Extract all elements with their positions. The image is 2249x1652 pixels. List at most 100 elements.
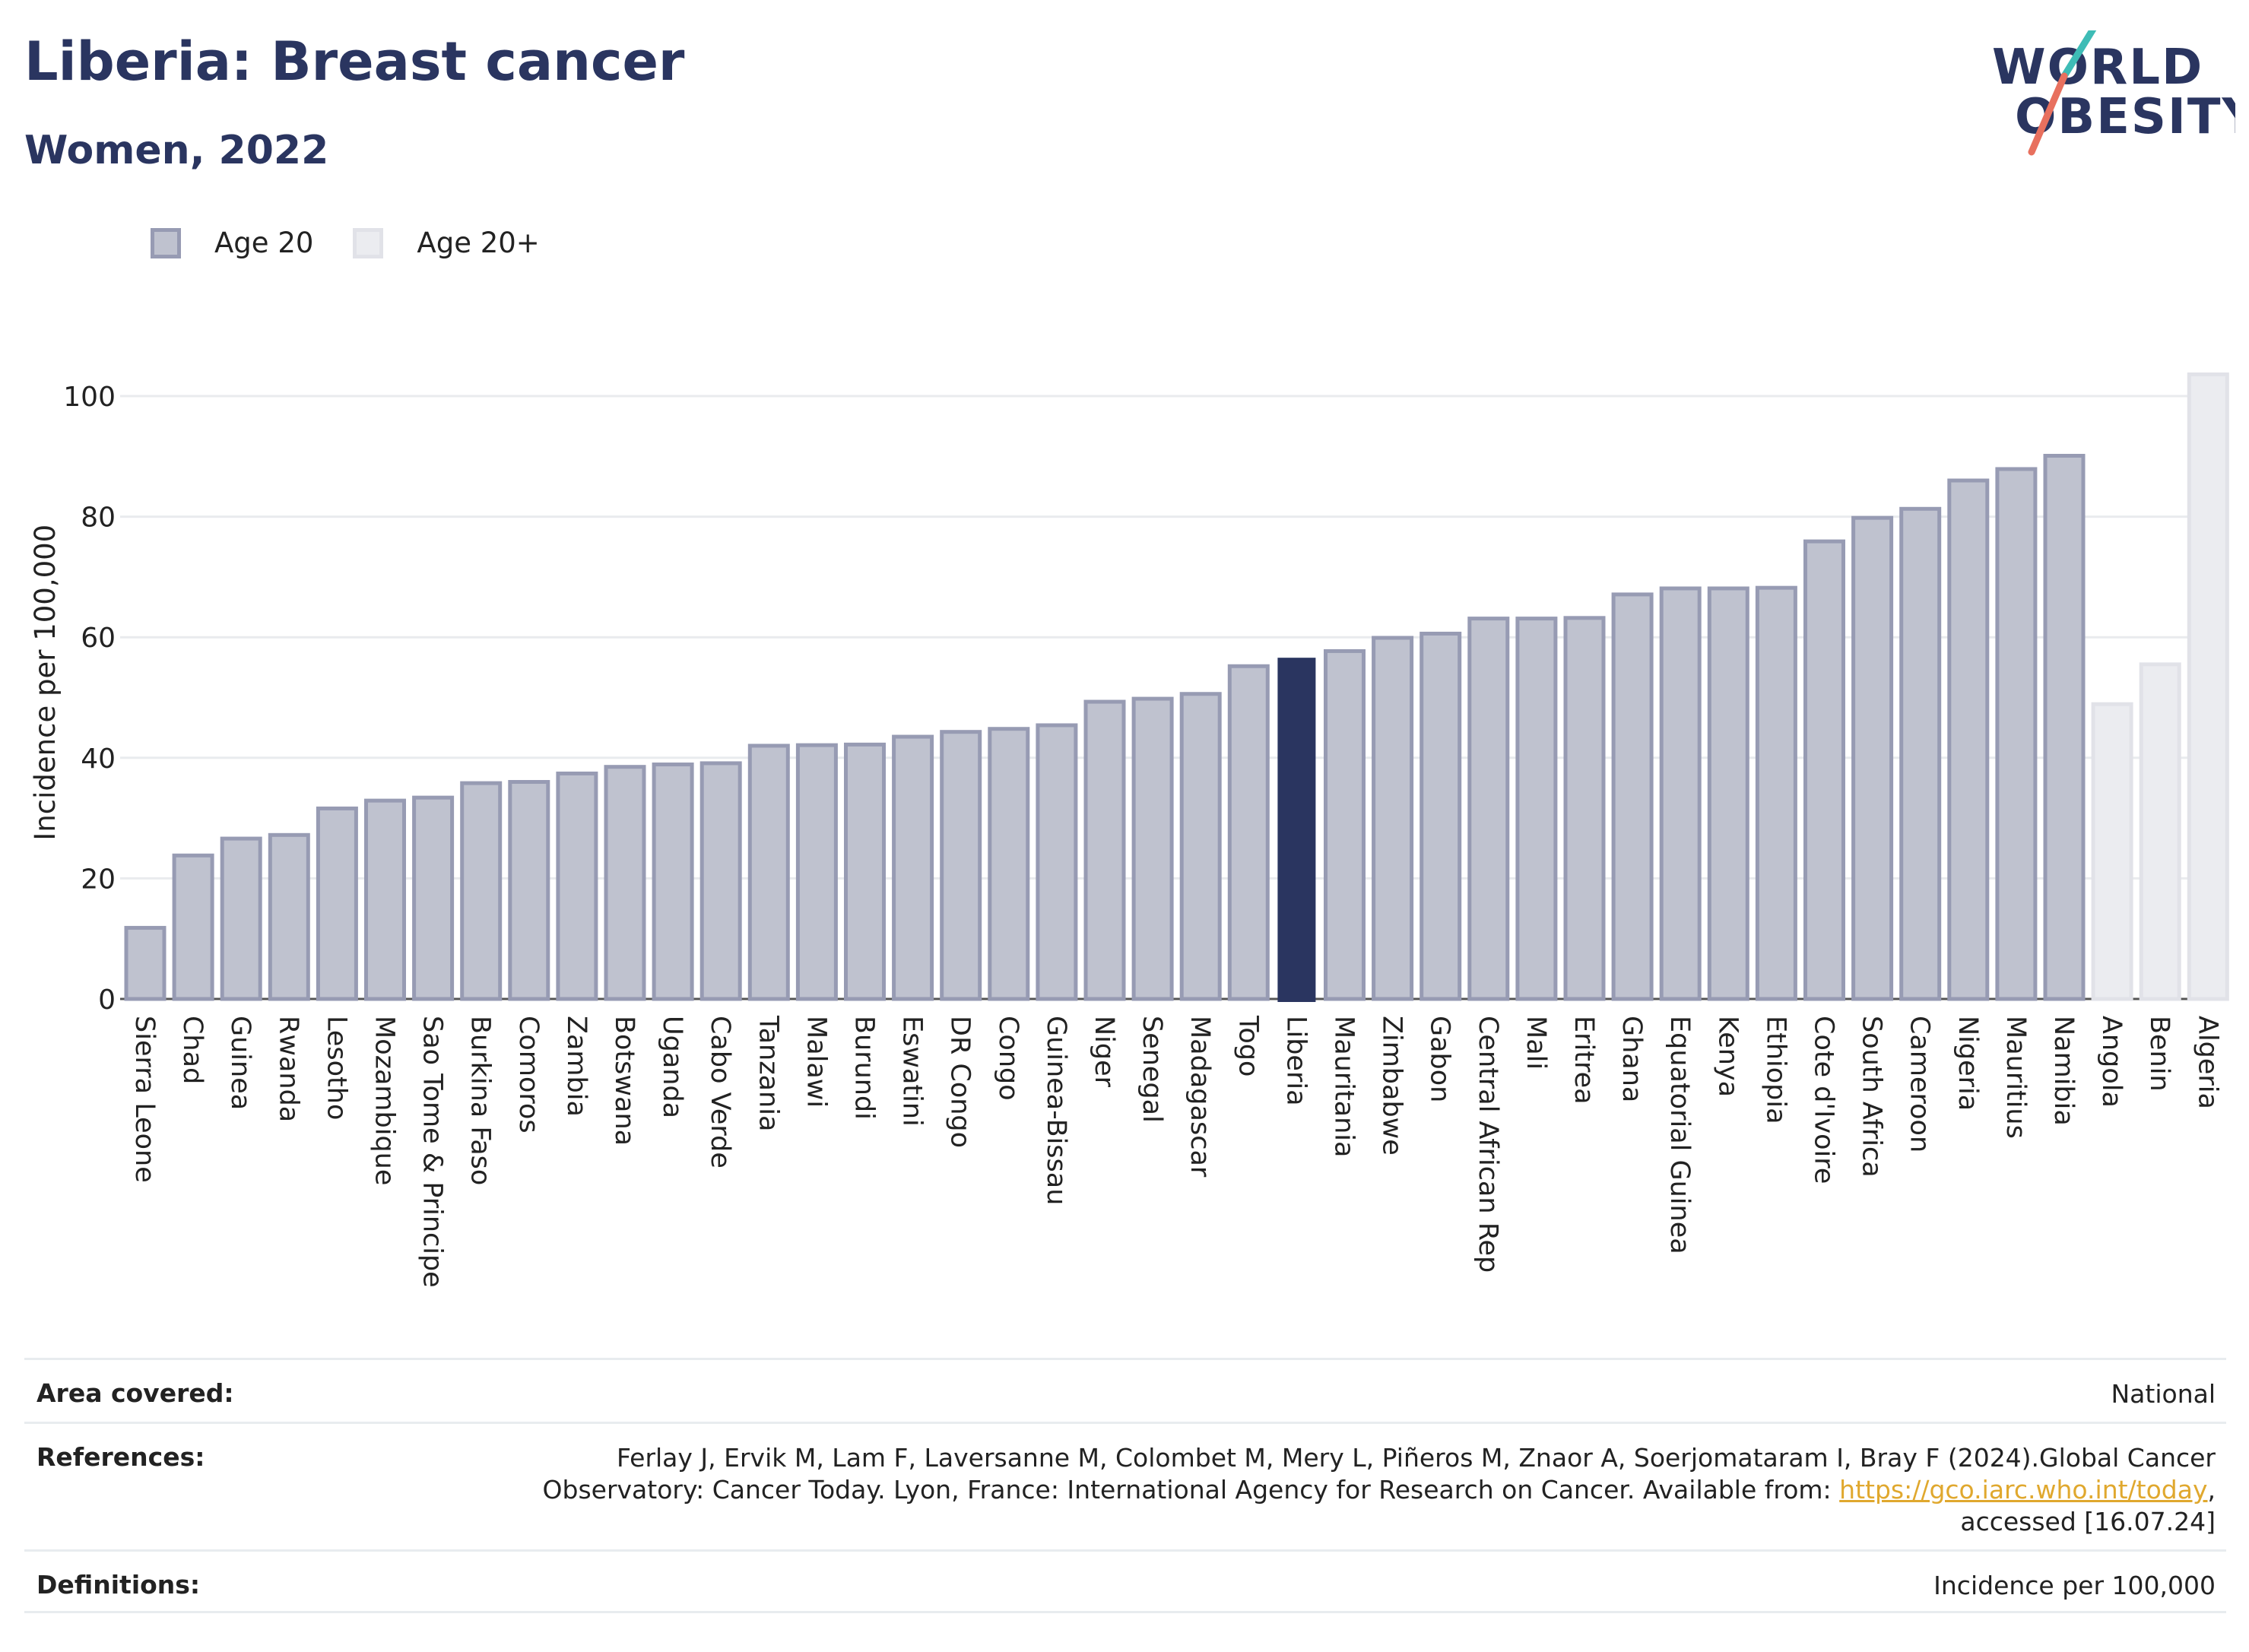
x-tick-label: Central African Rep (1473, 1016, 1503, 1273)
x-tick-label: DR Congo (945, 1016, 975, 1148)
bar-eritrea[interactable] (1563, 616, 1606, 1001)
x-tick-label: Liberia (1280, 1016, 1311, 1106)
bar-mozambique[interactable] (364, 798, 406, 1001)
bar-sao-tome-principe[interactable] (412, 795, 455, 1001)
x-tick-label: Chad (177, 1016, 208, 1084)
bar-cote-d-ivoire[interactable] (1803, 539, 1845, 1001)
footer-row-references: References: Ferlay J, Ervik M, Lam F, La… (24, 1422, 2226, 1549)
y-tick-label: 0 (98, 985, 116, 1016)
definitions-label: Definitions: (36, 1570, 201, 1600)
x-tick-label: Burundi (849, 1016, 880, 1120)
bar-benin[interactable] (2139, 662, 2181, 1001)
references-line-2-text: Observatory: Cancer Today. Lyon, France:… (542, 1475, 1832, 1505)
x-tick-label: Mauritius (2000, 1016, 2031, 1139)
x-tick-label: Zimbabwe (1377, 1016, 1407, 1156)
references-label: References: (36, 1442, 205, 1472)
bar-dr-congo[interactable] (940, 730, 982, 1001)
x-tick-label: Eritrea (1569, 1016, 1599, 1105)
world-obesity-logo: WORLD OBESITY (1992, 30, 2235, 156)
x-tick-label: South Africa (1857, 1016, 1887, 1178)
definitions-value: Incidence per 100,000 (1933, 1571, 2216, 1600)
bar-chad[interactable] (172, 853, 214, 1001)
bar-congo[interactable] (988, 727, 1030, 1001)
y-tick-label: 60 (81, 623, 116, 654)
x-tick-label: Algeria (2192, 1016, 2222, 1109)
bar-guinea[interactable] (220, 836, 262, 1001)
page-title: Liberia: Breast cancer (24, 30, 685, 93)
bar-lesotho[interactable] (316, 806, 358, 1001)
bar-sierra-leone[interactable] (124, 925, 167, 1001)
bar-senegal[interactable] (1131, 696, 1174, 1001)
x-tick-label: Angola (2096, 1016, 2127, 1108)
x-tick-label: Mali (1521, 1016, 1551, 1070)
bar-uganda[interactable] (652, 763, 694, 1001)
x-tick-label: Mozambique (370, 1016, 400, 1185)
bar-rwanda[interactable] (268, 832, 310, 1001)
bar-algeria[interactable] (2187, 372, 2229, 1001)
x-tick-label: Cabo Verde (705, 1016, 735, 1168)
bar-central-african-rep[interactable] (1467, 617, 1510, 1001)
bar-cabo-verde[interactable] (699, 761, 742, 1001)
bar-gabon[interactable] (1420, 631, 1462, 1001)
bar-mauritania[interactable] (1324, 648, 1366, 1001)
x-tick-label: Botswana (609, 1016, 639, 1146)
y-tick-labels: 0 20 40 60 80 100 (63, 382, 116, 1016)
x-tick-label: Niger (1089, 1016, 1119, 1088)
bar-ghana[interactable] (1611, 592, 1654, 1001)
bar-zimbabwe[interactable] (1372, 636, 1414, 1001)
x-tick-label: Eswatini (897, 1016, 928, 1127)
bar-malawi[interactable] (795, 743, 838, 1001)
area-value: National (2111, 1379, 2216, 1409)
bar-niger[interactable] (1083, 699, 1126, 1001)
bar-liberia[interactable] (1277, 658, 1316, 1002)
bar-angola[interactable] (2091, 702, 2133, 1001)
bar-south-africa[interactable] (1851, 515, 1894, 1001)
bar-botswana[interactable] (604, 765, 646, 1001)
x-tick-label: Ethiopia (1760, 1016, 1791, 1124)
bar-equatorial-guinea[interactable] (1659, 586, 1702, 1001)
bar-namibia[interactable] (2043, 454, 2086, 1001)
x-tick-label: Cote d'Ivoire (1809, 1016, 1839, 1184)
bar-mali[interactable] (1515, 617, 1558, 1001)
legend-item-age-20-plus[interactable]: Age 20+ (353, 227, 540, 259)
y-tick-label: 100 (63, 382, 116, 413)
bar-burkina-faso[interactable] (460, 781, 503, 1001)
bars (124, 372, 2229, 1002)
bar-madagascar[interactable] (1179, 692, 1222, 1001)
bar-mauritius[interactable] (1995, 467, 2038, 1001)
chart-footer: Area covered: National References: Ferla… (24, 1358, 2226, 1613)
chart-legend: Age 20 Age 20+ (151, 227, 579, 259)
x-tick-label: Gabon (1425, 1016, 1455, 1102)
x-tick-label: Togo (1232, 1015, 1263, 1076)
bar-burundi[interactable] (844, 742, 886, 1001)
bar-tanzania[interactable] (747, 744, 790, 1001)
legend-swatch-age-20 (151, 227, 181, 258)
bar-ethiopia[interactable] (1755, 585, 1797, 1001)
bar-guinea-bissau[interactable] (1036, 723, 1078, 1001)
bar-togo[interactable] (1227, 664, 1270, 1001)
bar-zambia[interactable] (556, 771, 598, 1001)
bar-nigeria[interactable] (1947, 478, 1990, 1001)
bar-comoros[interactable] (508, 780, 550, 1001)
x-tick-label: Nigeria (1952, 1016, 1983, 1111)
legend-label-age-20-plus: Age 20+ (417, 227, 540, 259)
x-tick-label: Malawi (801, 1016, 831, 1108)
references-line-2: Observatory: Cancer Today. Lyon, France:… (542, 1475, 2216, 1505)
y-axis-label: Incidence per 100,000 (29, 525, 62, 841)
x-tick-label: Equatorial Guinea (1664, 1016, 1695, 1254)
x-tick-label: Comoros (513, 1016, 544, 1134)
bar-eswatini[interactable] (892, 734, 934, 1001)
references-line-1: Ferlay J, Ervik M, Lam F, Laversanne M, … (616, 1443, 2216, 1473)
bar-cameroon[interactable] (1899, 506, 1942, 1001)
x-tick-labels: Sierra Leone Chad Guinea Rwanda Lesotho Mozam… (129, 1015, 2222, 1288)
references-link[interactable]: https://gco.iarc.who.int/today (1839, 1475, 2208, 1505)
page-subtitle: Women, 2022 (24, 128, 329, 173)
area-label: Area covered: (36, 1378, 234, 1408)
footer-row-area: Area covered: National (24, 1358, 2226, 1422)
x-tick-label: Cameroon (1905, 1016, 1935, 1153)
references-value: Ferlay J, Ervik M, Lam F, Laversanne M, … (543, 1442, 2216, 1549)
x-tick-label: Ghana (1616, 1016, 1647, 1102)
bar-kenya[interactable] (1707, 586, 1749, 1001)
y-tick-label: 80 (81, 503, 116, 534)
legend-item-age-20[interactable]: Age 20 (151, 227, 313, 259)
